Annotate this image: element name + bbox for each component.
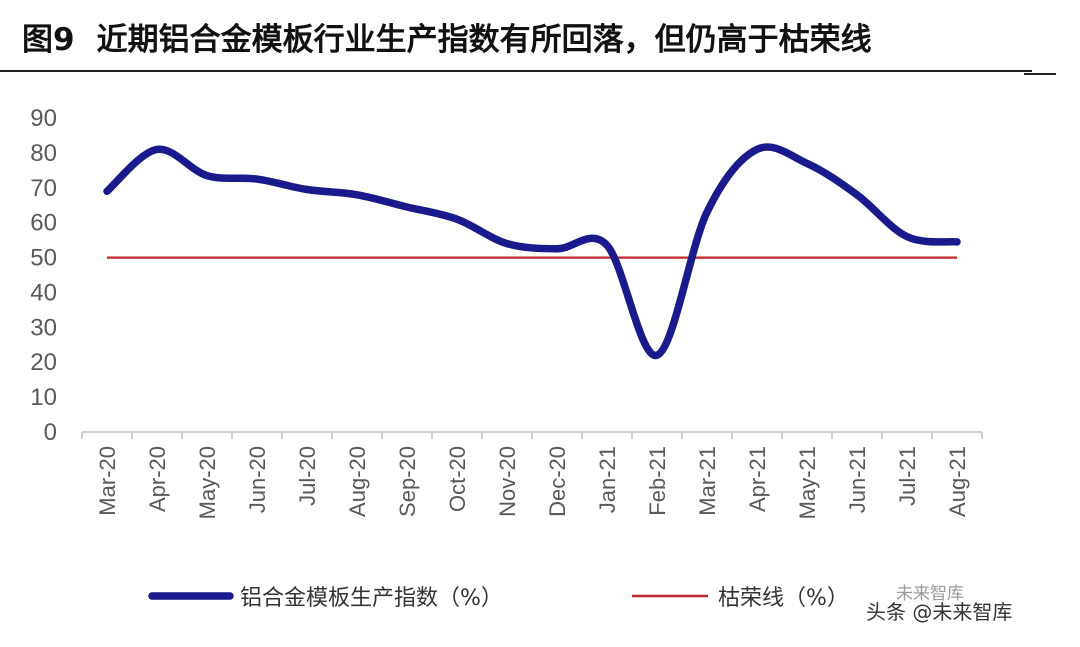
- x-tick-label: Apr-20: [145, 446, 170, 512]
- data-point: [257, 257, 258, 258]
- series-line-index: [103, 143, 961, 359]
- x-tick-label: Oct-20: [445, 446, 470, 512]
- y-tick-label: 10: [30, 384, 57, 411]
- y-tick-label: 40: [30, 279, 57, 306]
- x-tick-label: Nov-20: [495, 446, 520, 517]
- x-tick-label: Apr-21: [745, 446, 770, 512]
- data-point: [357, 194, 358, 195]
- data-point: [107, 191, 108, 192]
- data-point: [307, 189, 308, 190]
- x-tick-label: May-20: [195, 446, 220, 519]
- legend-label-index: 铝合金模板生产指数（%）: [240, 586, 503, 611]
- x-tick-label: Jan-21: [595, 446, 620, 513]
- x-tick-label: Jul-20: [295, 446, 320, 506]
- x-tick-label: Mar-21: [695, 446, 720, 516]
- y-tick-label: 50: [30, 245, 57, 272]
- y-tick-label: 70: [30, 175, 57, 202]
- data-point: [157, 149, 158, 150]
- data-point: [457, 219, 458, 220]
- data-point: [657, 355, 658, 356]
- data-point: [907, 257, 908, 258]
- y-tick-label: 90: [30, 105, 57, 132]
- data-point: [907, 236, 908, 237]
- data-point: [257, 179, 258, 180]
- y-tick-label: 60: [30, 210, 57, 237]
- legend-label-boom-bust: 枯荣线（%）: [718, 586, 849, 611]
- data-point: [857, 194, 858, 195]
- data-point: [207, 257, 208, 258]
- x-tick-label: Feb-21: [645, 446, 670, 516]
- data-point: [607, 257, 608, 258]
- data-point: [807, 257, 808, 258]
- figure-title-text: 近期铝合金模板行业生产指数有所回落，但仍高于枯荣线: [96, 22, 872, 58]
- data-point: [107, 257, 108, 258]
- x-tick-label: Jun-20: [245, 446, 270, 513]
- data-point: [407, 257, 408, 258]
- title-rule-extension: [1024, 73, 1056, 75]
- data-point: [307, 257, 308, 258]
- data-point: [757, 149, 758, 150]
- watermark: 头条 @未来智库: [866, 600, 1013, 624]
- data-point: [557, 257, 558, 258]
- y-tick-label: 80: [30, 140, 57, 167]
- data-point: [507, 257, 508, 258]
- data-point: [507, 243, 508, 244]
- data-point: [957, 257, 958, 258]
- data-point: [707, 257, 708, 258]
- title-rule: [0, 70, 1032, 72]
- data-point: [657, 257, 658, 258]
- data-point: [707, 212, 708, 213]
- data-point: [457, 257, 458, 258]
- x-tick-label: Jul-21: [895, 446, 920, 506]
- x-tick-label: Dec-20: [545, 446, 570, 517]
- data-point: [607, 245, 608, 246]
- data-point: [857, 257, 858, 258]
- y-tick-label: 0: [44, 419, 57, 446]
- figure-title: 图9 近期铝合金模板行业生产指数有所回落，但仍高于枯荣线: [22, 14, 872, 59]
- data-point: [357, 257, 358, 258]
- y-tick-label: 20: [30, 349, 57, 376]
- data-point: [557, 248, 558, 249]
- x-tick-label: May-21: [795, 446, 820, 519]
- data-point: [407, 206, 408, 207]
- x-tick-label: Aug-21: [945, 446, 970, 517]
- data-point: [757, 257, 758, 258]
- watermark-brand: 未来智库: [896, 584, 964, 604]
- x-tick-label: Jun-21: [845, 446, 870, 513]
- data-point: [957, 241, 958, 242]
- x-tick-label: Aug-20: [345, 446, 370, 517]
- data-point: [207, 175, 208, 176]
- x-tick-label: Mar-20: [95, 446, 120, 516]
- figure-number: 图9: [22, 22, 75, 58]
- data-point: [157, 257, 158, 258]
- x-tick-label: Sep-20: [395, 446, 420, 517]
- y-tick-label: 30: [30, 314, 57, 341]
- data-point: [807, 163, 808, 164]
